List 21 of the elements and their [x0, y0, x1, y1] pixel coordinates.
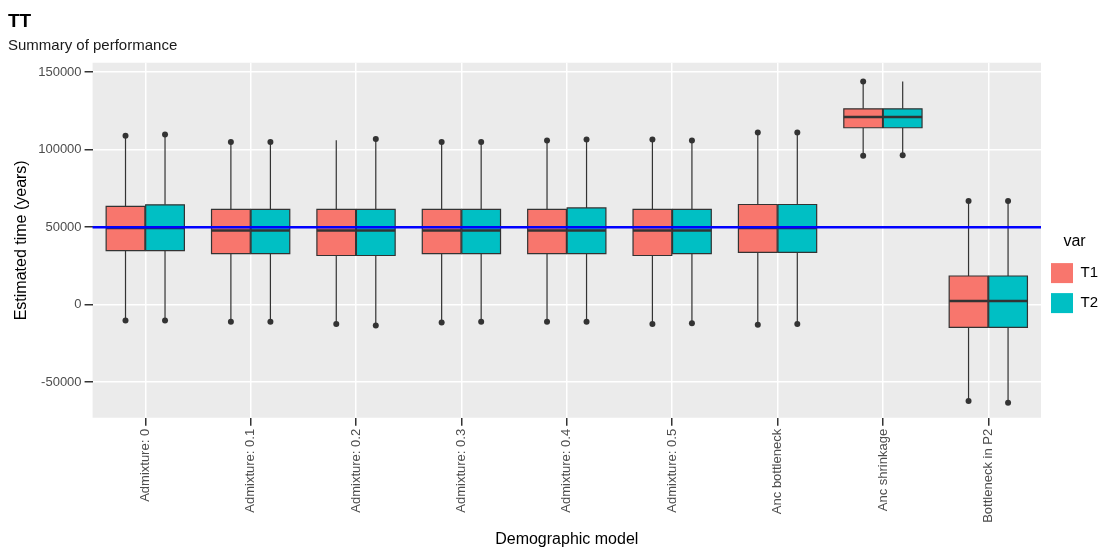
y-tick-label: 150000	[38, 63, 82, 79]
x-tick-label: Bottleneck in P2	[979, 428, 995, 523]
y-tick-label: 0	[74, 296, 82, 312]
legend-title: var	[1063, 232, 1087, 250]
x-tick-label: Admixture: 0.5	[663, 428, 679, 513]
y-tick-label: 100000	[38, 141, 82, 157]
chart-title: TT	[8, 9, 32, 31]
legend-label: T2	[1080, 293, 1099, 311]
y-tick-label: 50000	[45, 218, 82, 234]
x-tick-label: Admixture: 0.4	[558, 428, 574, 513]
x-tick-label: Admixture: 0.1	[242, 428, 258, 513]
y-tick-label: -50000	[41, 373, 82, 389]
x-axis-title: Demographic model	[495, 529, 639, 547]
x-tick-label: Admixture: 0.2	[347, 428, 363, 513]
chart-subtitle: Summary of performance	[8, 35, 178, 53]
legend-label: T1	[1080, 263, 1099, 281]
x-tick-label: Admixture: 0	[136, 428, 152, 502]
x-tick-label: Anc bottleneck	[769, 428, 785, 515]
x-tick-label: Anc shrinkage	[874, 428, 890, 512]
y-axis-title: Estimated time (years)	[12, 160, 30, 321]
x-tick-label: Admixture: 0.3	[452, 428, 468, 513]
